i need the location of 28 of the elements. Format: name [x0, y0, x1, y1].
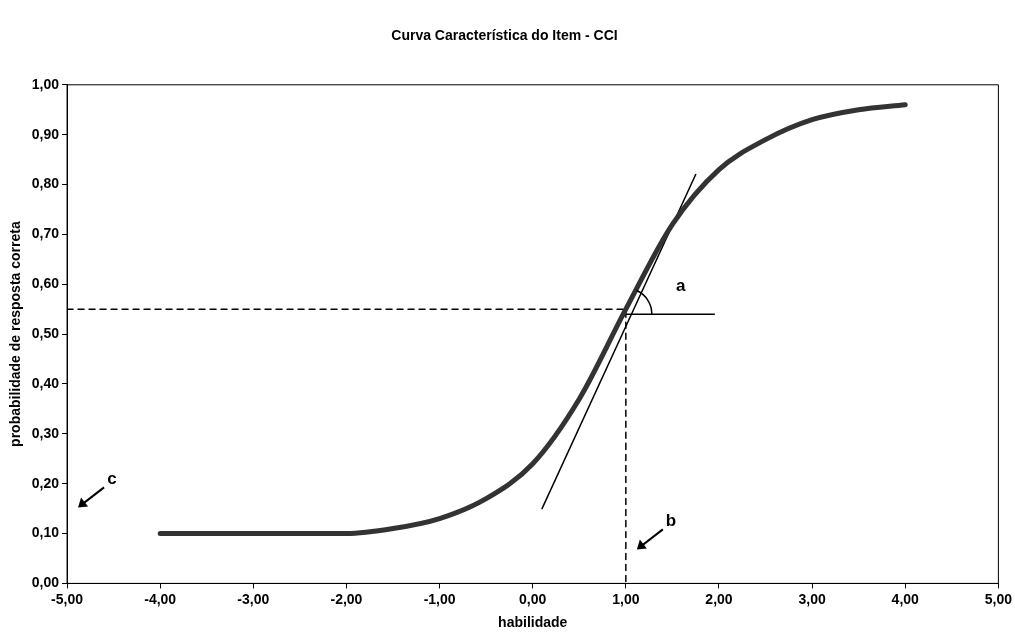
y-axis-title: probabilidade de resposta correta: [7, 221, 24, 447]
y-tick-label: 0,90: [31, 125, 60, 142]
x-tick-label: 4,00: [891, 590, 920, 607]
x-tick-label: 3,00: [798, 590, 826, 607]
x-axis-title: habilidade: [498, 614, 568, 631]
y-tick-label: 0,00: [31, 574, 60, 591]
y-tick-label: 0,60: [31, 275, 60, 292]
annotation: b: [665, 511, 677, 531]
x-tick-label: -4,00: [144, 590, 177, 607]
y-tick-label: 1,00: [31, 75, 60, 92]
x-tick-label: -2,00: [330, 590, 363, 607]
x-tick-label: -5,00: [51, 590, 84, 607]
x-tick-label: 0,00: [519, 590, 547, 607]
x-tick-label: -3,00: [237, 590, 270, 607]
y-tick-label: 0,80: [31, 175, 60, 192]
x-tick-label: 5,00: [984, 590, 1013, 607]
chart-title: Curva Característica do Item - CCI: [391, 27, 618, 44]
y-tick-label: 0,10: [31, 524, 60, 541]
y-tick-label: 0,30: [31, 424, 60, 441]
y-tick-label: 0,20: [31, 474, 60, 491]
x-tick-label: 1,00: [612, 590, 640, 607]
x-tick-label: -1,00: [423, 590, 456, 607]
y-tick-label: 0,70: [31, 225, 60, 242]
y-tick-label: 0,50: [31, 324, 60, 341]
annotation: c: [107, 469, 117, 489]
x-tick-label: 2,00: [705, 590, 733, 607]
annotation: a: [676, 275, 687, 295]
y-tick-label: 0,40: [31, 374, 60, 391]
